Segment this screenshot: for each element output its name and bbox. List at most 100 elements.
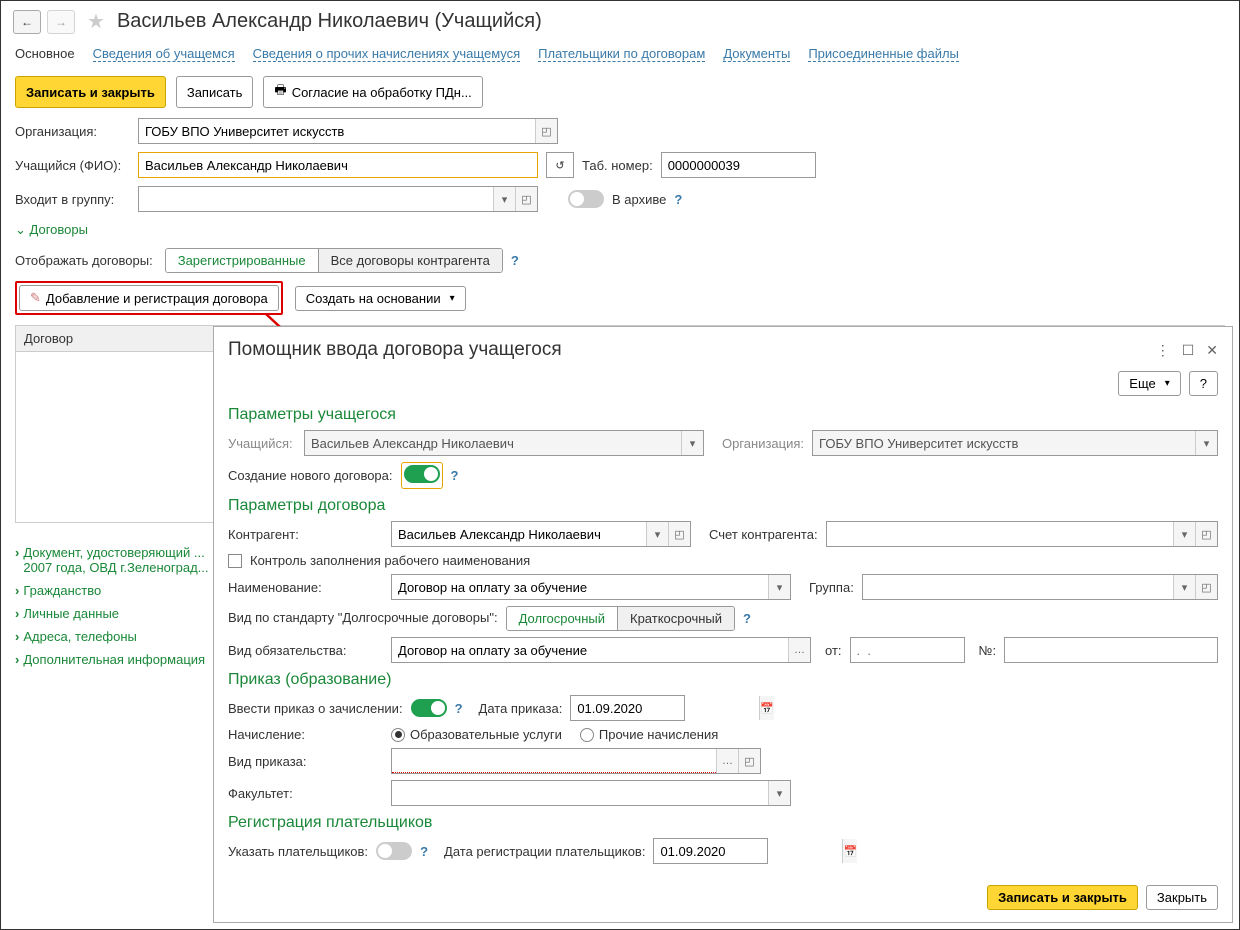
archive-help-icon[interactable]: ?	[674, 192, 682, 207]
name-input[interactable]	[392, 575, 768, 599]
nav-citizenship[interactable]: Гражданство	[15, 579, 210, 602]
wizard-more-button[interactable]: Еще	[1118, 371, 1180, 396]
wizard-close-button[interactable]: Закрыть	[1146, 885, 1218, 910]
charge-edu-radio[interactable]	[391, 728, 405, 742]
account-input[interactable]	[827, 522, 1173, 546]
account-dropdown-icon[interactable]: ▾	[1173, 522, 1195, 546]
counterparty-dropdown-icon[interactable]: ▾	[646, 522, 668, 546]
section-order: Приказ (образование)	[228, 671, 1218, 689]
order-type-input[interactable]	[392, 749, 716, 773]
group-dropdown-icon[interactable]: ▾	[493, 187, 515, 211]
left-nav: Документ, удостоверяющий ... 2007 года, …	[15, 541, 210, 671]
specify-payers-help-icon[interactable]: ?	[420, 844, 428, 859]
student-input[interactable]	[139, 153, 537, 177]
enter-order-help-icon[interactable]: ?	[455, 701, 463, 716]
wizard-save-close-button[interactable]: Записать и закрыть	[987, 885, 1138, 910]
group-label: Входит в группу:	[15, 192, 130, 207]
obligation-input[interactable]	[392, 638, 788, 662]
wiz-student-label: Учащийся:	[228, 436, 296, 451]
forward-button[interactable]: →	[47, 10, 75, 34]
payers-date-input[interactable]	[654, 839, 842, 863]
number-input[interactable]	[1005, 638, 1217, 662]
order-date-calendar-icon[interactable]: 📅	[759, 696, 774, 720]
tab-main[interactable]: Основное	[15, 46, 75, 62]
page-title: Васильев Александр Николаевич (Учащийся)	[117, 10, 542, 33]
history-icon[interactable]: ↺	[555, 159, 564, 172]
nav-personal[interactable]: Личные данные	[15, 602, 210, 625]
wiz-org-label: Организация:	[722, 436, 804, 451]
wizard-close-icon[interactable]: ✕	[1206, 342, 1218, 359]
save-close-button[interactable]: Записать и закрыть	[15, 76, 166, 108]
counterparty-input[interactable]	[392, 522, 646, 546]
new-contract-toggle[interactable]	[404, 465, 440, 483]
from-label: от:	[825, 643, 842, 658]
naming-checkbox[interactable]	[228, 554, 242, 568]
filter-registered[interactable]: Зарегистрированные	[166, 249, 319, 272]
enter-order-toggle[interactable]	[411, 699, 447, 717]
wiz-student-input	[305, 431, 681, 455]
charge-other-radio[interactable]	[580, 728, 594, 742]
tab-payers[interactable]: Плательщики по договорам	[538, 46, 705, 62]
archive-toggle[interactable]	[568, 190, 604, 208]
faculty-label: Факультет:	[228, 786, 383, 801]
std-help-icon[interactable]: ?	[743, 611, 751, 626]
specify-payers-label: Указать плательщиков:	[228, 844, 368, 859]
order-date-input[interactable]	[571, 696, 759, 720]
name-dropdown-icon[interactable]: ▾	[768, 575, 790, 599]
org-label: Организация:	[15, 124, 130, 139]
tabnumber-input[interactable]	[662, 153, 850, 177]
show-contracts-label: Отображать договоры:	[15, 253, 153, 268]
faculty-input[interactable]	[392, 781, 768, 805]
new-contract-help-icon[interactable]: ?	[451, 468, 459, 483]
archive-label: В архиве	[612, 192, 666, 207]
name-label: Наименование:	[228, 580, 383, 595]
filter-help-icon[interactable]: ?	[511, 253, 519, 268]
std-long-option[interactable]: Долгосрочный	[507, 607, 618, 630]
nav-addresses[interactable]: Адреса, телефоны	[15, 625, 210, 648]
nav-additional[interactable]: Дополнительная информация	[15, 648, 210, 671]
tab-documents[interactable]: Документы	[723, 46, 790, 62]
account-label: Счет контрагента:	[709, 527, 818, 542]
tab-other-charges[interactable]: Сведения о прочих начислениях учащемуся	[253, 46, 521, 62]
wiz-group-input[interactable]	[863, 575, 1173, 599]
contracts-section-toggle[interactable]: Договоры	[1, 216, 1239, 244]
edit-icon: ✎	[30, 290, 41, 306]
wizard-help-button[interactable]: ?	[1189, 371, 1218, 396]
std-short-option[interactable]: Краткосрочный	[618, 607, 734, 630]
tabnumber-label: Таб. номер:	[582, 158, 653, 173]
wizard-maximize-icon[interactable]: ☐	[1182, 342, 1195, 359]
payers-date-label: Дата регистрации плательщиков:	[444, 844, 645, 859]
add-register-contract-button[interactable]: ✎ Добавление и регистрация договора	[19, 285, 279, 311]
tab-attached-files[interactable]: Присоединенные файлы	[808, 46, 959, 62]
wizard-panel: Помощник ввода договора учащегося ⋮ ☐ ✕ …	[213, 326, 1233, 923]
filter-all[interactable]: Все договоры контрагента	[319, 249, 502, 272]
consent-button[interactable]: 🖶 Согласие на обработку ПДн...	[263, 76, 482, 108]
group-input[interactable]	[139, 187, 493, 211]
order-type-more-icon[interactable]: …	[716, 749, 738, 773]
number-label: №:	[979, 643, 997, 658]
add-contract-highlight: ✎ Добавление и регистрация договора	[15, 281, 283, 315]
nav-document[interactable]: Документ, удостоверяющий ... 2007 года, …	[15, 541, 210, 579]
account-open-icon[interactable]: ◰	[1195, 522, 1217, 546]
counterparty-label: Контрагент:	[228, 527, 383, 542]
back-button[interactable]: ←	[13, 10, 41, 34]
obligation-more-icon[interactable]: …	[788, 638, 810, 662]
charge-label: Начисление:	[228, 727, 383, 742]
counterparty-open-icon[interactable]: ◰	[668, 522, 690, 546]
save-button[interactable]: Записать	[176, 76, 254, 108]
org-input[interactable]	[139, 119, 535, 143]
create-based-button[interactable]: Создать на основании	[295, 286, 466, 311]
specify-payers-toggle[interactable]	[376, 842, 412, 860]
student-label: Учащийся (ФИО):	[15, 158, 130, 173]
enter-order-label: Ввести приказ о зачислении:	[228, 701, 403, 716]
tab-student-info[interactable]: Сведения об учащемся	[93, 46, 235, 62]
wizard-menu-icon[interactable]: ⋮	[1156, 342, 1170, 359]
group-open-icon[interactable]: ◰	[515, 187, 537, 211]
faculty-dropdown-icon[interactable]: ▾	[768, 781, 790, 805]
wiz-group-open-icon[interactable]: ◰	[1195, 575, 1217, 599]
wiz-group-dropdown-icon[interactable]: ▾	[1173, 575, 1195, 599]
favorite-star-icon[interactable]: ★	[87, 9, 105, 34]
order-type-open-icon[interactable]: ◰	[738, 749, 760, 773]
payers-date-calendar-icon[interactable]: 📅	[842, 839, 857, 863]
org-open-icon[interactable]: ◰	[535, 119, 557, 143]
